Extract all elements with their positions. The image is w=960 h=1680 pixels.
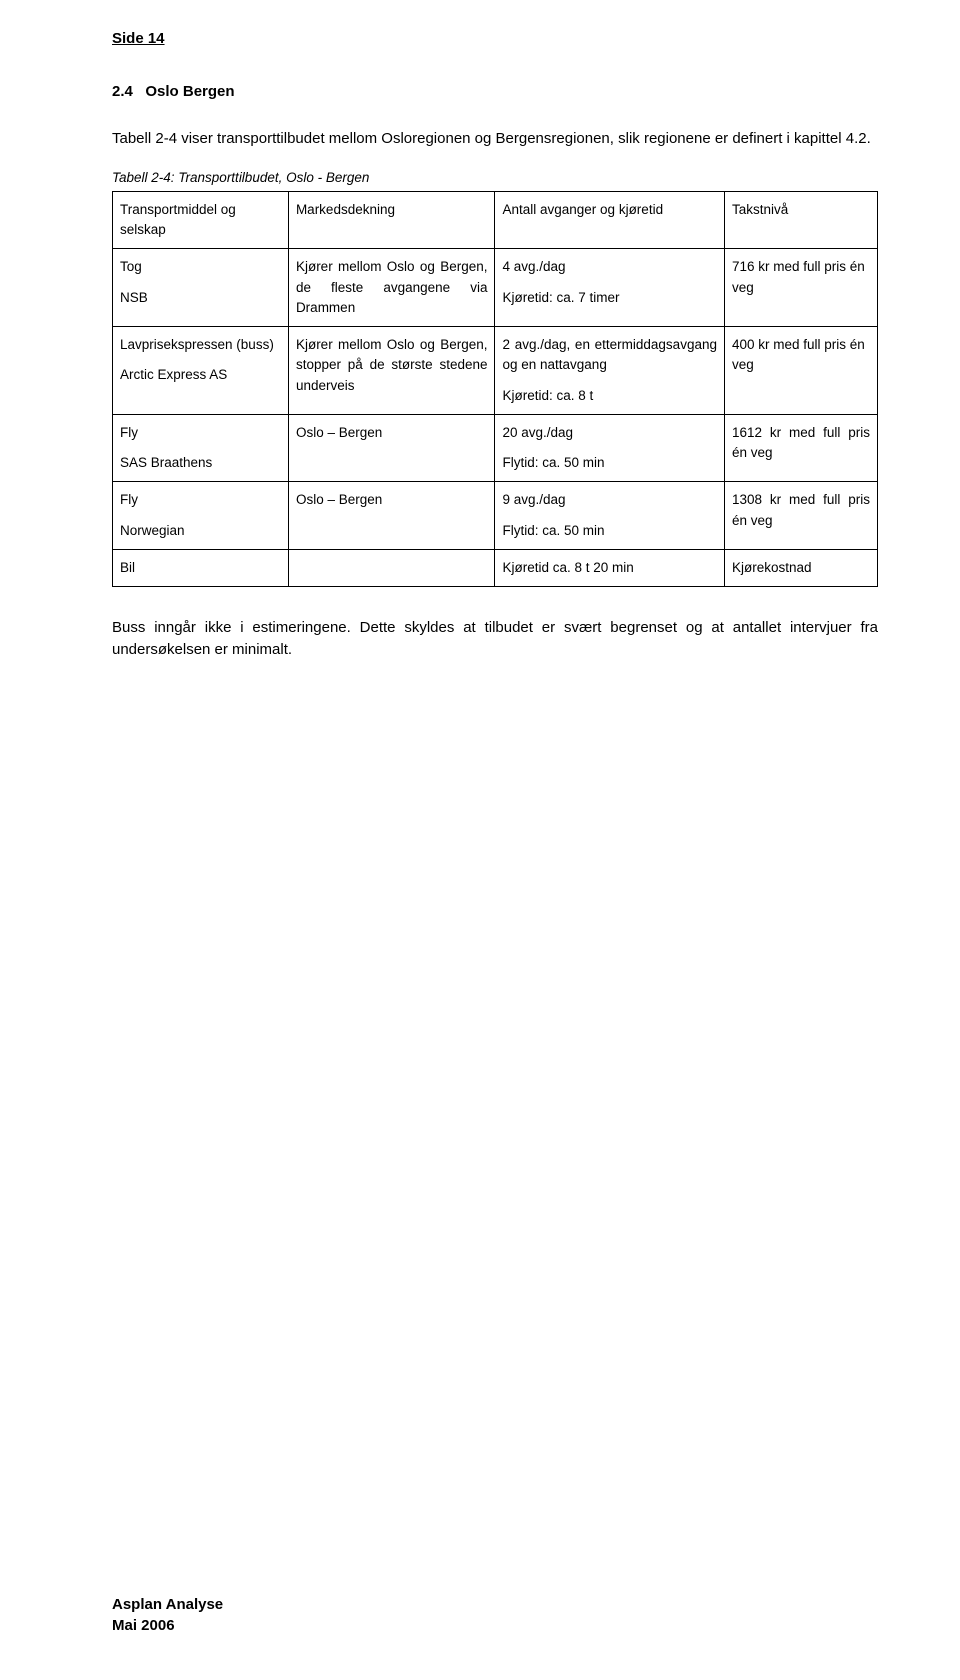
cell-line: Norwegian	[120, 521, 281, 541]
cell-price: 716 kr med full pris én veg	[724, 249, 877, 327]
table-row: Fly Norwegian Oslo – Bergen 9 avg./dag F…	[113, 482, 878, 550]
table-row: Tog NSB Kjører mellom Oslo og Bergen, de…	[113, 249, 878, 327]
cell-price: Kjørekostnad	[724, 549, 877, 586]
cell-line: 1612 kr med full pris én veg	[732, 425, 870, 460]
cell-dep: Kjøretid ca. 8 t 20 min	[495, 549, 725, 586]
footer-line2: Mai 2006	[112, 1615, 223, 1636]
table-row: Bil Kjøretid ca. 8 t 20 min Kjørekostnad	[113, 549, 878, 586]
page-footer: Asplan Analyse Mai 2006	[112, 1594, 223, 1636]
cell-market: Oslo – Bergen	[288, 414, 495, 482]
header-col2: Markedsdekning	[288, 191, 495, 249]
cell-transport: Bil	[113, 549, 289, 586]
cell-dep: 20 avg./dag Flytid: ca. 50 min	[495, 414, 725, 482]
table-header-row: Transportmiddel og selskap Markedsdeknin…	[113, 191, 878, 249]
cell-line: Fly	[120, 423, 281, 443]
table-caption: Tabell 2-4: Transporttilbudet, Oslo - Be…	[112, 170, 878, 185]
cell-market: Oslo – Bergen	[288, 482, 495, 550]
cell-line: 4 avg./dag	[502, 257, 717, 277]
cell-line: 2 avg./dag, en ettermiddagsavgang og en …	[502, 335, 717, 376]
cell-transport: Fly Norwegian	[113, 482, 289, 550]
page-header-text: Side 14	[112, 30, 165, 47]
page-header: Side 14	[112, 30, 878, 47]
cell-line: Flytid: ca. 50 min	[502, 453, 717, 473]
cell-market	[288, 549, 495, 586]
table-row: Fly SAS Braathens Oslo – Bergen 20 avg./…	[113, 414, 878, 482]
section-number: 2.4	[112, 83, 133, 100]
cell-dep: 4 avg./dag Kjøretid: ca. 7 timer	[495, 249, 725, 327]
cell-line: Flytid: ca. 50 min	[502, 521, 717, 541]
cell-line: Kjørekostnad	[732, 560, 812, 575]
cell-dep: 2 avg./dag, en ettermiddagsavgang og en …	[495, 327, 725, 415]
cell-line: Arctic Express AS	[120, 365, 281, 385]
cell-line: Kjøretid: ca. 8 t	[502, 386, 717, 406]
cell-transport: Tog NSB	[113, 249, 289, 327]
cell-line: 400 kr med full pris én veg	[732, 337, 865, 372]
cell-line: Kjøretid ca. 8 t 20 min	[502, 560, 633, 575]
cell-market: Kjører mellom Oslo og Bergen, stopper på…	[288, 327, 495, 415]
cell-market: Kjører mellom Oslo og Bergen, de fleste …	[288, 249, 495, 327]
cell-line: SAS Braathens	[120, 453, 281, 473]
cell-line: Kjøretid: ca. 7 timer	[502, 288, 717, 308]
cell-line: 716 kr med full pris én veg	[732, 259, 865, 294]
cell-line: NSB	[120, 288, 281, 308]
cell-line: Kjører mellom Oslo og Bergen, de fleste …	[296, 259, 488, 315]
cell-line: 9 avg./dag	[502, 490, 717, 510]
cell-line: 1308 kr med full pris én veg	[732, 492, 870, 527]
cell-line: Tog	[120, 257, 281, 277]
intro-paragraph: Tabell 2-4 viser transporttilbudet mello…	[112, 128, 878, 150]
cell-transport: Fly SAS Braathens	[113, 414, 289, 482]
header-col1: Transportmiddel og selskap	[113, 191, 289, 249]
cell-dep: 9 avg./dag Flytid: ca. 50 min	[495, 482, 725, 550]
cell-line: Oslo – Bergen	[296, 425, 382, 440]
closing-paragraph: Buss inngår ikke i estimeringene. Dette …	[112, 617, 878, 661]
header-col4: Takstnivå	[724, 191, 877, 249]
header-col3: Antall avganger og kjøretid	[495, 191, 725, 249]
table-row: Lavprisekspressen (buss) Arctic Express …	[113, 327, 878, 415]
cell-line: Fly	[120, 490, 281, 510]
transport-table: Transportmiddel og selskap Markedsdeknin…	[112, 191, 878, 587]
cell-line: 20 avg./dag	[502, 423, 717, 443]
cell-price: 1612 kr med full pris én veg	[724, 414, 877, 482]
cell-price: 400 kr med full pris én veg	[724, 327, 877, 415]
cell-line: Bil	[120, 560, 135, 575]
cell-transport: Lavprisekspressen (buss) Arctic Express …	[113, 327, 289, 415]
cell-line: Lavprisekspressen (buss)	[120, 335, 281, 355]
cell-price: 1308 kr med full pris én veg	[724, 482, 877, 550]
footer-line1: Asplan Analyse	[112, 1594, 223, 1615]
section-title: 2.4 Oslo Bergen	[112, 83, 878, 100]
section-name: Oslo Bergen	[145, 83, 234, 100]
cell-line: Kjører mellom Oslo og Bergen, stopper på…	[296, 337, 488, 393]
cell-line: Oslo – Bergen	[296, 492, 382, 507]
